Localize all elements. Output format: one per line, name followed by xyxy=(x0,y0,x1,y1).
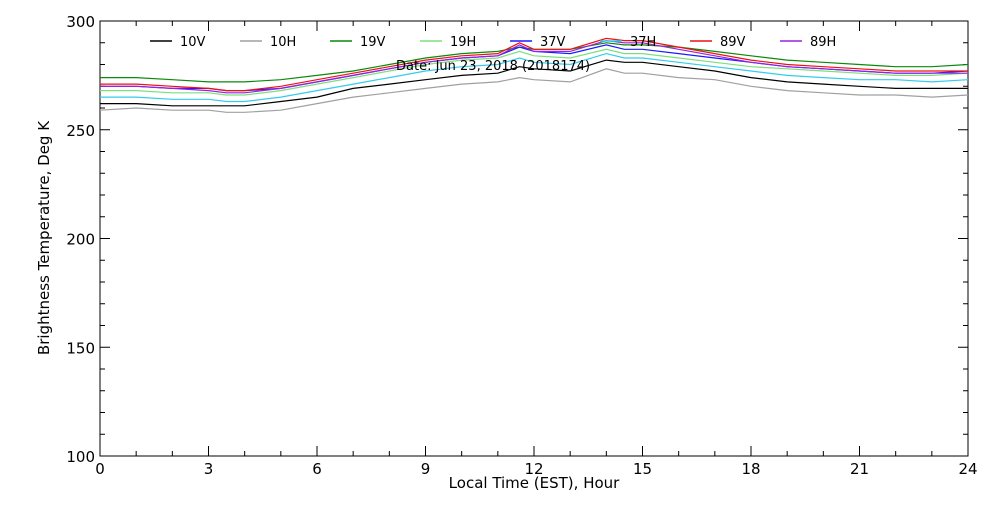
x-tick-label: 18 xyxy=(741,460,760,478)
x-tick-label: 21 xyxy=(850,460,869,478)
legend-label-19h: 19H xyxy=(450,35,476,50)
legend: 10V 10H 19V 19H 37V 37H 89V 89H xyxy=(150,35,836,50)
legend-label-19v: 19V xyxy=(360,35,386,50)
plot-frame xyxy=(99,20,969,457)
ticks-layer: 0 3 6 9 12 15 18 21 24 100 150 200 250 300 xyxy=(66,13,977,478)
y-tick-label: 150 xyxy=(66,339,95,357)
series-line-89v xyxy=(100,37,968,92)
series-layer xyxy=(99,37,969,113)
y-tick-label: 100 xyxy=(66,448,95,466)
series-line-10h xyxy=(99,68,969,113)
x-axis-title: Local Time (EST), Hour xyxy=(449,474,620,492)
legend-label-10v: 10V xyxy=(180,35,206,50)
x-tick-label: 15 xyxy=(633,460,652,478)
x-tick-label: 9 xyxy=(421,460,431,478)
legend-label-10h: 10H xyxy=(270,35,296,50)
x-tick-label: 0 xyxy=(95,460,105,478)
series-line-37h xyxy=(100,52,969,103)
series-line-19h xyxy=(100,48,969,96)
x-tick-label: 12 xyxy=(524,460,543,478)
legend-label-37h: 37H xyxy=(630,35,656,50)
x-tick-label: 24 xyxy=(958,460,977,478)
legend-label-89v: 89V xyxy=(720,35,746,50)
y-axis-title: Brightness Temperature, Deg K xyxy=(35,120,53,355)
series-line-89h xyxy=(100,39,968,94)
x-tick-label: 6 xyxy=(312,460,322,478)
series-line-10v xyxy=(100,59,968,107)
legend-label-89h: 89H xyxy=(810,35,836,50)
y-tick-label: 250 xyxy=(66,122,95,140)
y-tick-label: 300 xyxy=(66,13,95,31)
date-annotation: Date: Jun 23, 2018 (2018174) xyxy=(396,59,590,74)
x-tick-label: 3 xyxy=(204,460,214,478)
y-tick-label: 200 xyxy=(66,231,95,249)
legend-label-37v: 37V xyxy=(540,35,566,50)
